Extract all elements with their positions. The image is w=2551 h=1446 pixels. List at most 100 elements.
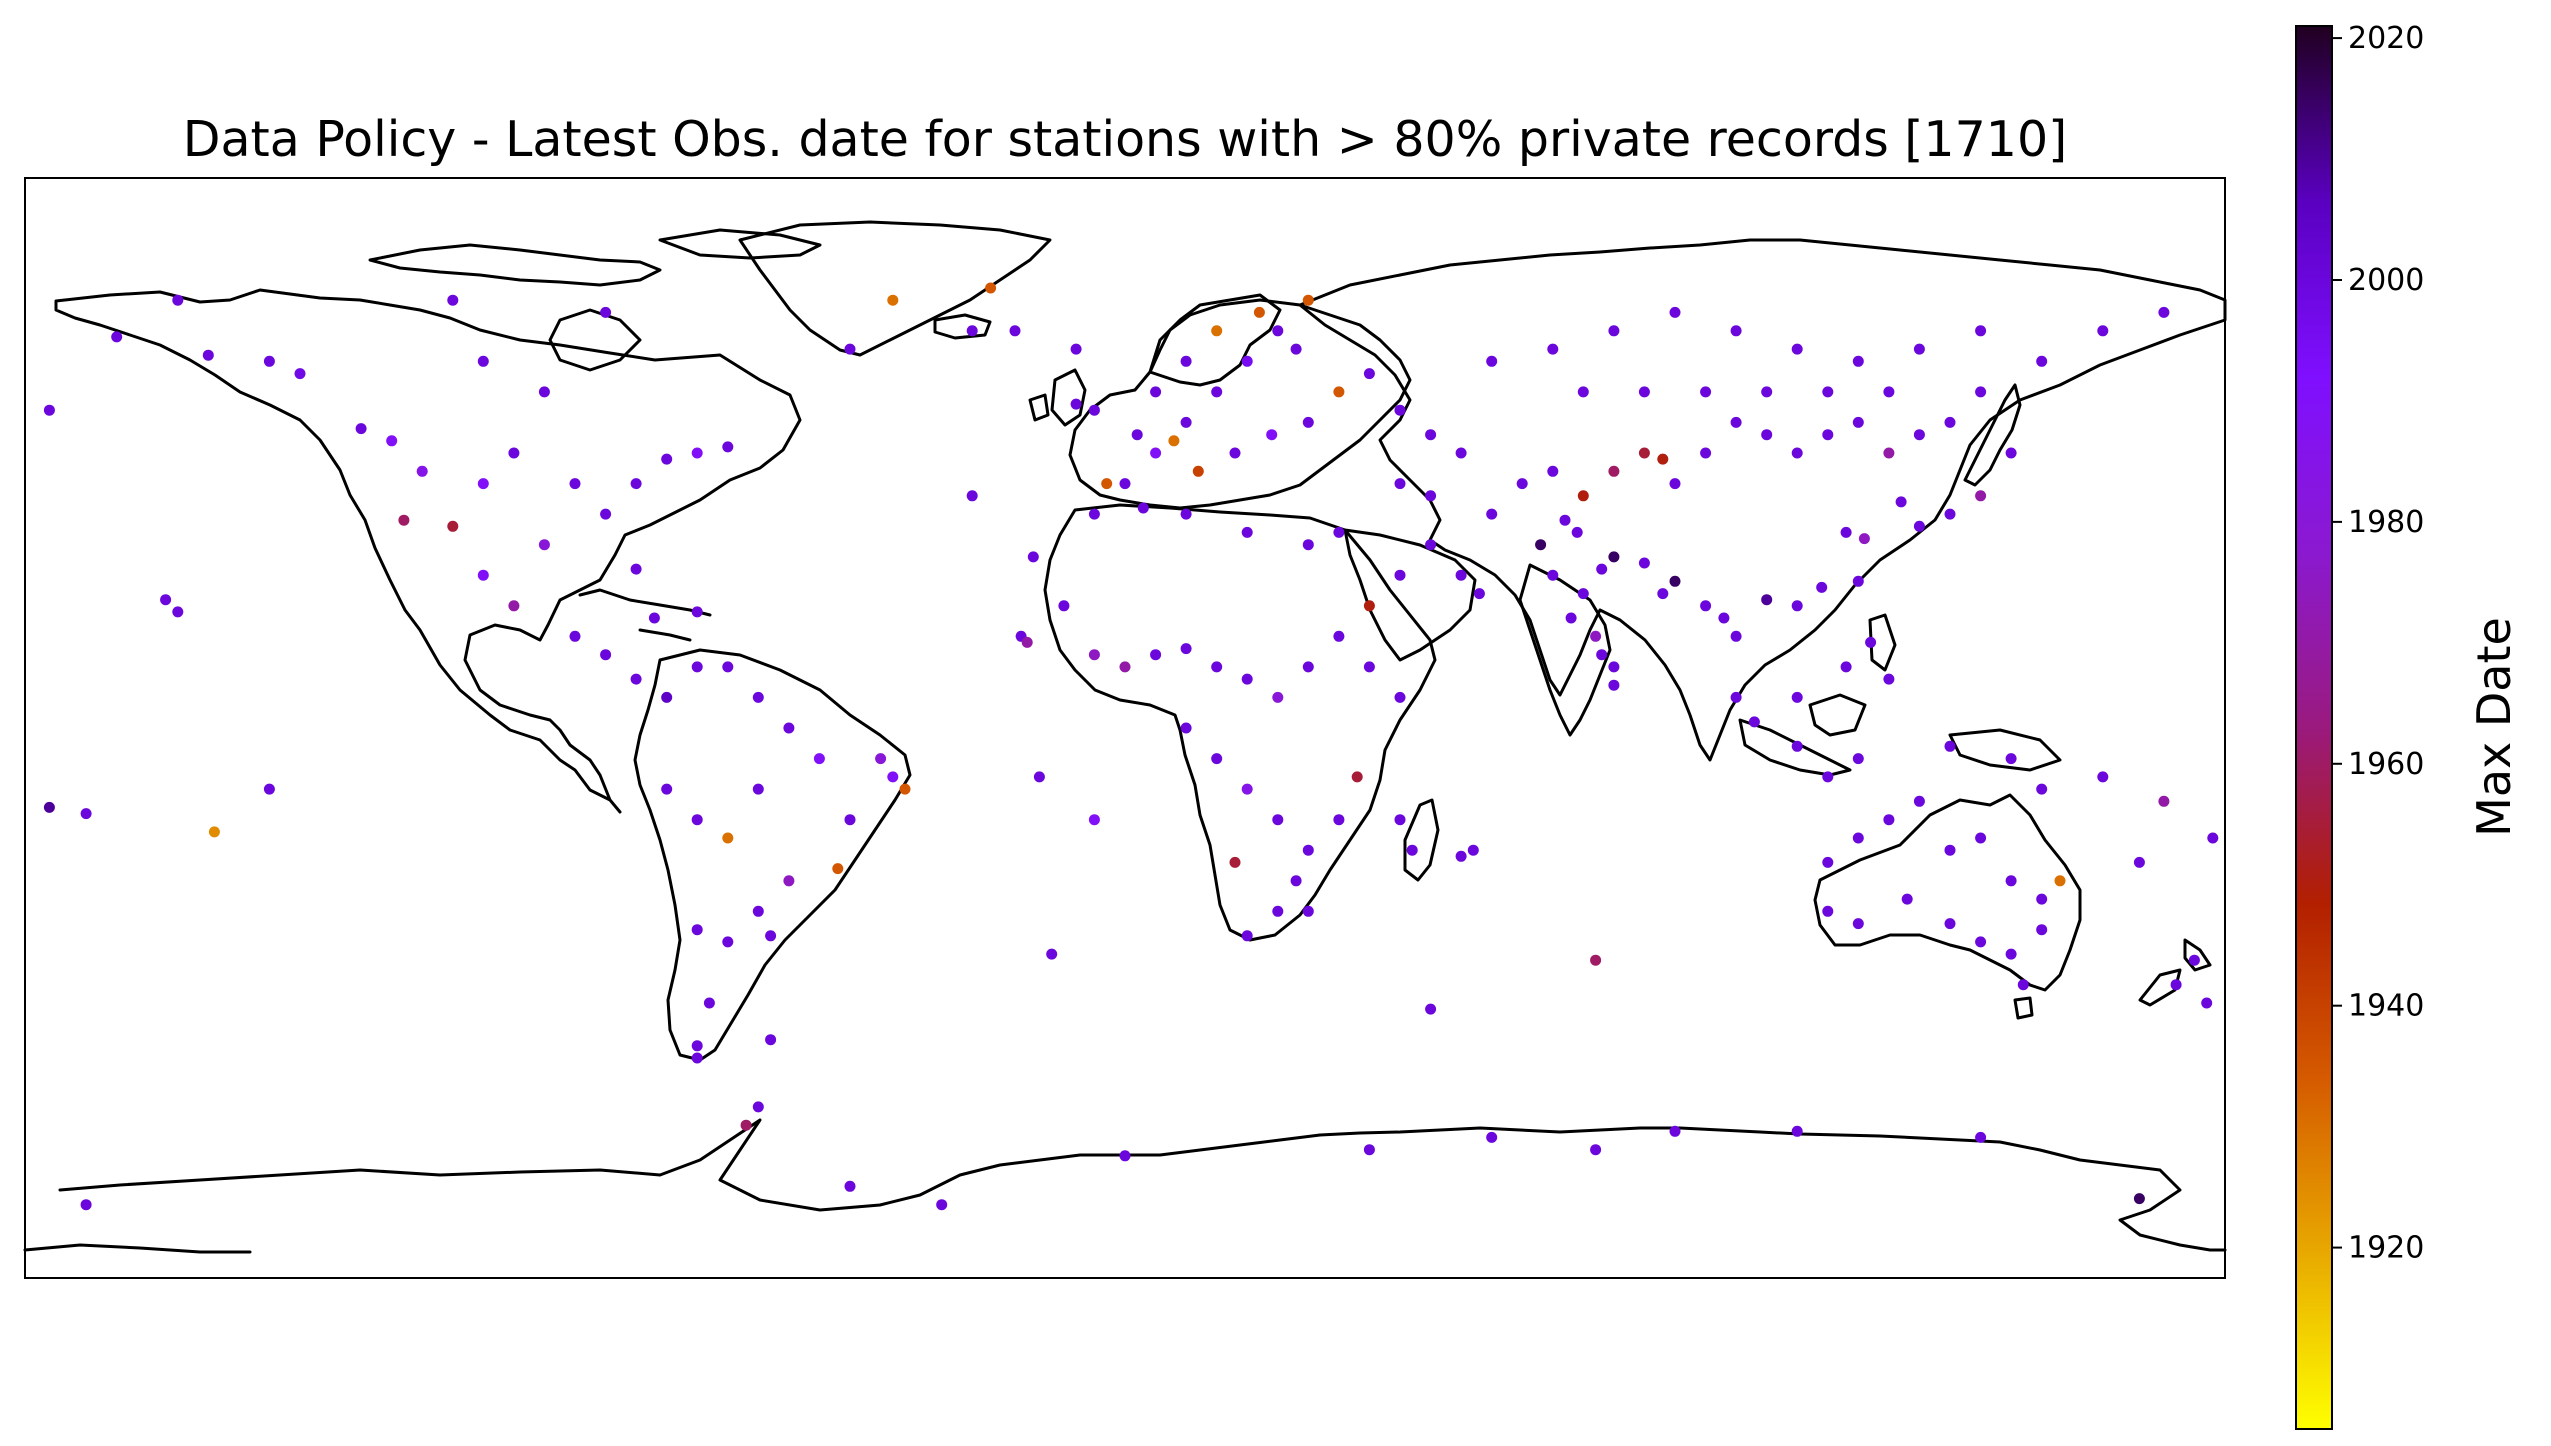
station-point — [1302, 416, 1314, 428]
station-point — [844, 814, 856, 826]
coastline-iceland — [933, 313, 992, 340]
station-point — [600, 508, 612, 520]
colorbar-tick-label: 1980 — [2348, 505, 2424, 540]
station-point — [1290, 343, 1302, 355]
station-point — [2207, 832, 2219, 844]
station-point — [1865, 636, 1877, 648]
station-point — [1272, 814, 1284, 826]
station-point — [661, 783, 673, 795]
station-point — [2017, 979, 2029, 991]
station-point — [1394, 404, 1406, 416]
station-point — [1669, 575, 1681, 587]
station-markers — [43, 282, 2219, 1211]
station-point — [1211, 386, 1223, 398]
station-point — [1596, 649, 1608, 661]
station-point — [1241, 783, 1253, 795]
coastline-antarctica — [23, 1118, 2227, 1254]
station-point — [1944, 844, 1956, 856]
station-point — [1394, 691, 1406, 703]
station-point — [1486, 355, 1498, 367]
coastline-british-isles — [1028, 368, 1087, 427]
station-point — [1302, 661, 1314, 673]
station-point — [2005, 875, 2017, 887]
station-point — [752, 1101, 764, 1113]
station-point — [722, 441, 734, 453]
station-point — [1241, 673, 1253, 685]
station-point — [1425, 429, 1437, 441]
station-point — [875, 753, 887, 765]
station-point — [1070, 343, 1082, 355]
station-point — [1975, 386, 1987, 398]
station-point — [722, 661, 734, 673]
station-point — [1425, 539, 1437, 551]
station-point — [1229, 447, 1241, 459]
station-point — [1883, 447, 1895, 459]
station-point — [1944, 416, 1956, 428]
coastline-africa — [1043, 503, 1437, 942]
station-point — [1700, 447, 1712, 459]
station-point — [1590, 1144, 1602, 1156]
station-point — [1822, 905, 1834, 917]
station-point — [477, 355, 489, 367]
station-point — [630, 563, 642, 575]
station-point — [722, 832, 734, 844]
station-point — [1730, 416, 1742, 428]
station-point — [1101, 478, 1113, 490]
station-point — [1901, 893, 1913, 905]
station-point — [1608, 661, 1620, 673]
chart-title: Data Policy - Latest Obs. date for stati… — [183, 111, 2068, 168]
station-point — [111, 331, 123, 343]
station-point — [1816, 581, 1828, 593]
colorbar-gradient — [2295, 25, 2333, 1430]
station-point — [1700, 600, 1712, 612]
station-point — [1394, 569, 1406, 581]
station-point — [1608, 325, 1620, 337]
station-point — [899, 783, 911, 795]
colorbar: 1920 1940 1960 1980 2000 2020 Max Date — [2295, 21, 2521, 1430]
station-point — [1975, 832, 1987, 844]
station-point — [1272, 325, 1284, 337]
station-point — [1150, 447, 1162, 459]
station-point — [1406, 844, 1418, 856]
station-point — [1608, 679, 1620, 691]
station-point — [1033, 771, 1045, 783]
station-point — [1657, 588, 1669, 600]
station-point — [1590, 954, 1602, 966]
coastline-south-america — [633, 648, 912, 1062]
station-point — [1730, 691, 1742, 703]
station-point — [1425, 1003, 1437, 1015]
station-point — [1822, 771, 1834, 783]
station-point — [1852, 832, 1864, 844]
station-point — [1394, 814, 1406, 826]
station-point — [1577, 386, 1589, 398]
station-point — [1577, 490, 1589, 502]
station-point — [722, 936, 734, 948]
station-point — [2005, 948, 2017, 960]
station-point — [1131, 429, 1143, 441]
station-point — [2170, 979, 2182, 991]
station-point — [1547, 343, 1559, 355]
station-point — [1192, 465, 1204, 477]
station-point — [1571, 526, 1583, 538]
station-point — [966, 490, 978, 502]
station-point — [2158, 795, 2170, 807]
station-point — [648, 612, 660, 624]
station-point — [1363, 661, 1375, 673]
station-point — [172, 294, 184, 306]
colorbar-ticks: 1920 1940 1960 1980 2000 2020 — [2332, 21, 2424, 1266]
station-point — [1363, 600, 1375, 612]
coastline-europe — [1068, 298, 1412, 510]
station-point — [1913, 429, 1925, 441]
station-point — [1944, 740, 1956, 752]
station-point — [477, 569, 489, 581]
station-point — [1137, 502, 1149, 514]
station-point — [2036, 355, 2048, 367]
station-point — [1272, 905, 1284, 917]
station-point — [887, 771, 899, 783]
station-point — [832, 863, 844, 875]
station-point — [985, 282, 997, 294]
station-point — [1791, 447, 1803, 459]
station-point — [1730, 630, 1742, 642]
station-point — [263, 783, 275, 795]
